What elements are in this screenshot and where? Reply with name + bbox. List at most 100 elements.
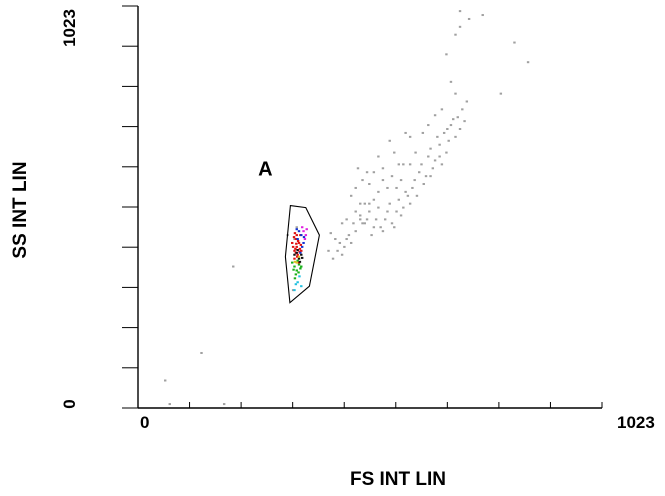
data-point	[293, 253, 296, 256]
data-point	[343, 245, 346, 248]
y-tick-label: 1023	[60, 9, 79, 47]
data-point	[296, 253, 299, 256]
data-point	[415, 194, 419, 197]
data-point	[336, 249, 339, 252]
data-point	[463, 120, 466, 123]
data-point	[368, 202, 371, 205]
data-point	[305, 228, 308, 231]
x-tick-label: 0	[140, 413, 149, 432]
data-point	[295, 242, 298, 245]
data-point	[429, 147, 432, 150]
data-point	[292, 236, 296, 239]
data-point	[302, 230, 305, 233]
data-point	[402, 206, 405, 209]
x-tick-label: 1023	[617, 413, 655, 432]
data-point	[298, 247, 302, 250]
data-point	[300, 249, 303, 252]
data-point	[327, 249, 330, 252]
data-point	[294, 273, 298, 276]
data-point	[377, 206, 380, 209]
data-point	[354, 186, 357, 189]
data-point	[445, 151, 448, 154]
data-point	[297, 271, 300, 274]
data-point	[291, 261, 294, 264]
data-point	[427, 155, 430, 158]
data-point	[372, 198, 376, 201]
data-point	[297, 230, 301, 233]
data-point	[300, 285, 303, 288]
data-point	[299, 243, 303, 246]
data-point	[421, 131, 425, 134]
data-point	[300, 265, 303, 268]
data-point	[300, 234, 303, 237]
data-point	[458, 25, 462, 28]
data-point	[168, 403, 171, 406]
data-point	[467, 17, 471, 20]
data-point	[447, 139, 450, 142]
data-point	[296, 255, 299, 258]
data-point	[200, 351, 203, 354]
data-point	[456, 116, 459, 119]
data-point	[295, 269, 298, 272]
data-point	[422, 183, 425, 186]
data-point	[340, 253, 344, 256]
data-point	[296, 259, 299, 262]
data-point	[390, 175, 394, 178]
data-point	[413, 179, 416, 182]
data-point	[452, 118, 455, 121]
y-tick-label: 0	[60, 399, 79, 408]
data-point	[420, 163, 423, 166]
data-point	[359, 214, 362, 217]
data-point	[418, 171, 421, 174]
data-point	[395, 186, 398, 189]
data-points	[164, 10, 530, 406]
data-point	[345, 238, 348, 241]
data-point	[406, 194, 410, 197]
data-point	[294, 247, 297, 250]
data-point	[372, 171, 376, 174]
data-point	[299, 267, 302, 270]
data-point	[368, 210, 371, 213]
data-point	[298, 275, 301, 278]
data-point	[414, 151, 417, 154]
data-point	[386, 210, 389, 213]
data-point	[381, 230, 385, 233]
data-point	[303, 238, 307, 241]
data-point	[361, 222, 364, 225]
data-point	[365, 171, 369, 174]
data-point	[365, 218, 369, 221]
data-point	[293, 257, 296, 260]
data-point	[304, 234, 308, 237]
data-point	[383, 218, 387, 221]
data-point	[433, 159, 437, 162]
data-point	[296, 239, 300, 242]
data-point	[295, 226, 298, 229]
data-point	[377, 155, 380, 158]
data-point	[431, 167, 435, 170]
data-point	[294, 283, 298, 286]
data-point	[222, 403, 226, 406]
data-point	[354, 230, 357, 233]
data-point	[446, 127, 449, 130]
data-point	[296, 281, 299, 284]
data-point	[372, 226, 376, 229]
data-point	[232, 265, 235, 268]
data-point	[458, 10, 462, 13]
data-point	[354, 210, 357, 213]
data-point	[293, 232, 297, 235]
data-point	[377, 190, 380, 193]
data-point	[438, 155, 441, 158]
data-point	[445, 53, 448, 56]
data-point	[291, 289, 295, 292]
data-point	[465, 100, 469, 103]
data-point	[345, 218, 348, 221]
data-point	[408, 135, 412, 138]
data-point	[295, 234, 298, 237]
data-point	[302, 241, 305, 244]
gate-a-polygon[interactable]	[284, 204, 320, 304]
data-point	[388, 202, 391, 205]
data-point	[295, 245, 298, 248]
data-point	[349, 194, 353, 197]
data-point	[513, 41, 516, 44]
data-point	[340, 222, 344, 225]
